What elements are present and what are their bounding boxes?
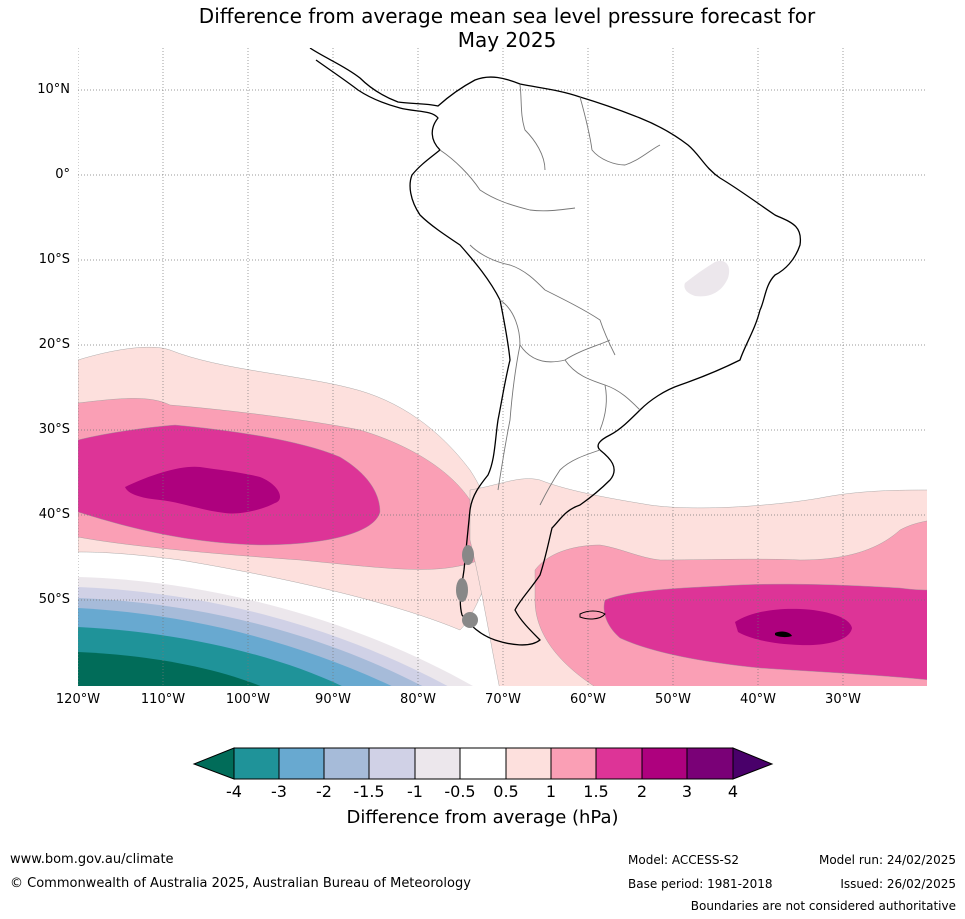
south-georgia: [775, 631, 792, 638]
colorbar-bin-8: [550, 747, 597, 780]
colorbar-bin-3: [323, 747, 370, 780]
gridlines: [78, 48, 927, 686]
pos-east-2: [735, 608, 852, 646]
lat-label-40s: 40°S: [38, 507, 70, 522]
colorbar-low-extend: [192, 747, 235, 780]
neg-patch-brazil: [684, 260, 730, 297]
country-borders: [439, 84, 661, 506]
falkland-islands: [579, 610, 606, 620]
colorbar-bin-6: [459, 747, 507, 780]
footer-model-run: Model run: 24/02/2025: [818, 853, 956, 867]
colorbar-tick: 2: [636, 782, 648, 801]
lon-label-90w: 90°W: [315, 692, 351, 707]
footer-disclaimer: Boundaries are not considered authoritat…: [690, 899, 956, 913]
lat-label-30s: 30°S: [38, 422, 70, 437]
lat-label-0: 0°: [55, 167, 70, 182]
footer-website[interactable]: www.bom.gov.au/climate: [10, 852, 174, 867]
colorbar-bin-9: [595, 747, 643, 780]
colorbar-bin-11: [686, 747, 734, 780]
footer-base-period: Base period: 1981-2018: [628, 877, 773, 891]
map-title: Difference from average mean sea level p…: [0, 4, 965, 52]
lon-label-60w: 60°W: [570, 692, 606, 707]
footer-model: Model: ACCESS-S2: [628, 853, 740, 867]
colorbar-tick: -4: [226, 782, 242, 801]
colorbar-tick: 4: [727, 782, 739, 801]
colorbar-tick: -1.5: [353, 782, 385, 801]
colorbar-tick: 0.5: [493, 782, 519, 801]
lon-label-80w: 80°W: [400, 692, 436, 707]
footer-issued: Issued: 26/02/2025: [840, 877, 956, 891]
title-line-2: May 2025: [457, 28, 557, 52]
chilean-fjords: [456, 545, 478, 628]
lat-label-10s: 10°S: [38, 252, 70, 267]
colorbar-tick: 1.5: [583, 782, 609, 801]
colorbar-tick: -0.5: [444, 782, 476, 801]
colorbar-tick: 1: [545, 782, 557, 801]
pos-west-2: [125, 466, 280, 514]
lon-label-50w: 50°W: [655, 692, 691, 707]
lon-label-40w: 40°W: [740, 692, 776, 707]
colorbar-bin-5: [414, 747, 461, 780]
colorbar-tick: -2: [316, 782, 332, 801]
anomaly-fields: [78, 48, 927, 686]
colorbar-tick: -3: [271, 782, 287, 801]
colorbar-bin-1: [233, 747, 280, 780]
colorbar-title: Difference from average (hPa): [346, 807, 619, 828]
colorbar-bin-10: [641, 747, 688, 780]
lon-label-100w: 100°W: [225, 692, 271, 707]
south-america-coastline: [309, 48, 802, 646]
colorbar: [192, 747, 774, 780]
colorbar-bin-4: [368, 747, 416, 780]
lon-label-120w: 120°W: [55, 692, 101, 707]
lat-label-20s: 20°S: [38, 337, 70, 352]
colorbar-bin-7: [505, 747, 552, 780]
lon-label-70w: 70°W: [485, 692, 521, 707]
colorbar-tick: 3: [681, 782, 693, 801]
lat-label-10n: 10°N: [37, 82, 70, 97]
colorbar-high-extend: [732, 747, 774, 780]
footer-copyright: © Commonwealth of Australia 2025, Austra…: [10, 876, 471, 891]
lon-label-110w: 110°W: [140, 692, 186, 707]
lon-label-30w: 30°W: [825, 692, 861, 707]
colorbar-tick: -1: [407, 782, 423, 801]
neg-band-minus-4: [78, 652, 261, 686]
title-line-1: Difference from average mean sea level p…: [198, 4, 816, 28]
colorbar-bin-2: [278, 747, 325, 780]
lat-label-50s: 50°S: [38, 592, 70, 607]
